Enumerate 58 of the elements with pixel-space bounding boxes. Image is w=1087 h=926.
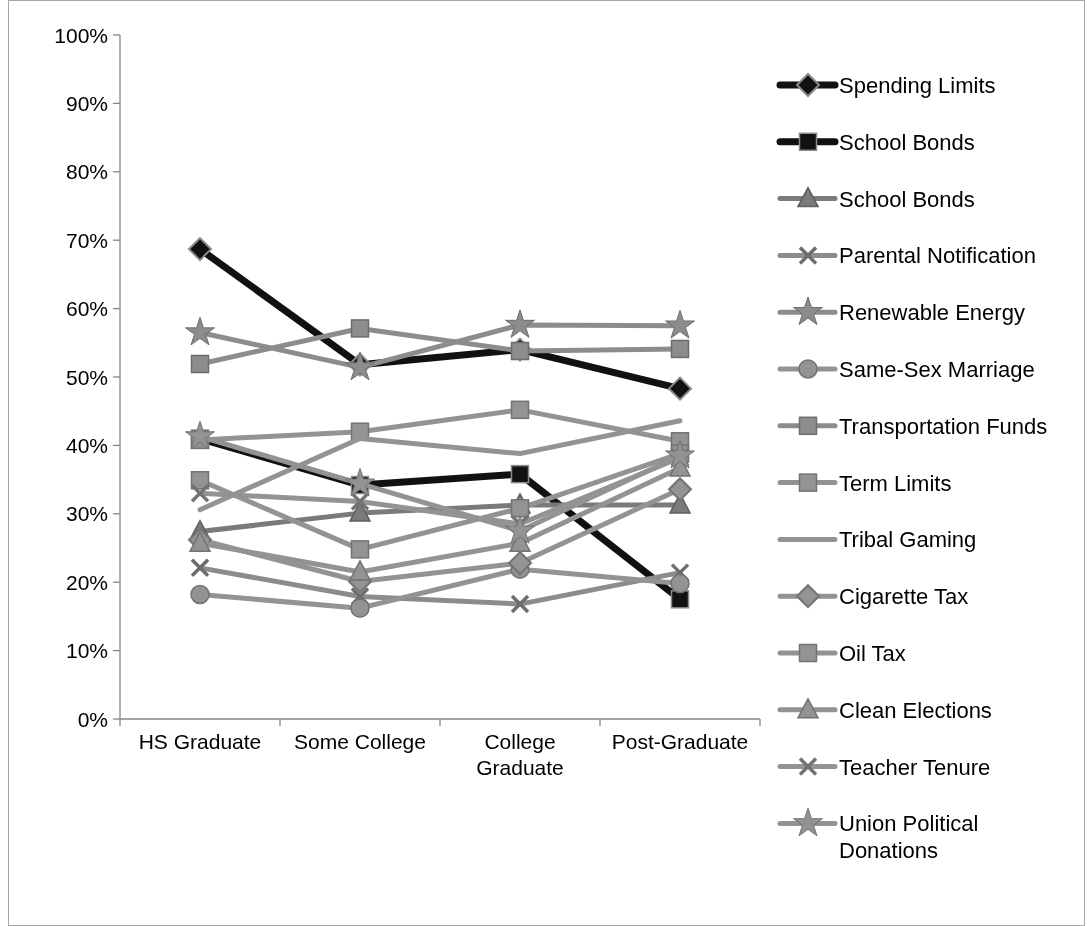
- point: [185, 316, 215, 346]
- y-tick-label: 0%: [77, 707, 108, 731]
- legend-label: Clean Elections: [839, 697, 992, 723]
- point: [350, 491, 370, 512]
- y-tick-label: 50%: [65, 365, 108, 389]
- legend-label: Term Limits: [839, 470, 952, 496]
- point: [190, 354, 210, 374]
- point: [510, 400, 530, 420]
- y-tick-label: 100%: [54, 23, 108, 47]
- legend-label: Oil Tax: [839, 640, 906, 666]
- legend-label: Cigarette Tax: [839, 583, 969, 609]
- y-tick-label: 10%: [65, 639, 108, 663]
- point: [190, 584, 210, 605]
- point: [668, 376, 692, 401]
- legend-label: School Bonds: [839, 186, 975, 212]
- x-tick-label: College Graduate: [476, 729, 564, 779]
- y-tick-label: 40%: [65, 433, 108, 457]
- y-tick-label: 20%: [65, 570, 108, 594]
- y-tick-label: 60%: [65, 297, 108, 321]
- point: [510, 594, 530, 614]
- point: [510, 464, 530, 484]
- point: [350, 586, 370, 607]
- x-tick-label: Post-Graduate: [611, 729, 749, 753]
- point: [505, 309, 535, 338]
- y-tick-label: 30%: [65, 502, 108, 526]
- point: [508, 551, 532, 576]
- point: [668, 477, 692, 502]
- legend-label: Teacher Tenure: [839, 754, 991, 780]
- point: [665, 309, 695, 339]
- x-tick-label: HS Graduate: [138, 729, 262, 753]
- y-tick-label: 70%: [65, 228, 108, 252]
- point: [349, 560, 371, 581]
- legend-label: Renewable Energy: [839, 299, 1025, 325]
- legend-label: School Bonds: [839, 129, 975, 155]
- point: [670, 573, 690, 594]
- point: [350, 540, 370, 559]
- point: [190, 483, 210, 504]
- legend-label: Spending Limits: [839, 72, 996, 98]
- y-tick-label: 90%: [65, 91, 108, 115]
- legend-label: Same-Sex Marriage: [839, 356, 1035, 382]
- point: [345, 467, 375, 497]
- legend-label: Union Political Donations: [839, 810, 979, 863]
- point: [670, 590, 690, 609]
- legend-label: Parental Notification: [839, 242, 1036, 268]
- point: [185, 420, 215, 450]
- point: [190, 558, 210, 578]
- legend-label: Tribal Gaming: [839, 526, 977, 552]
- point: [505, 515, 535, 544]
- point: [350, 319, 370, 338]
- legend-label: Transportation Funds: [839, 413, 1048, 439]
- point: [349, 501, 371, 522]
- point: [510, 499, 530, 518]
- y-tick-label: 80%: [65, 160, 108, 184]
- x-tick-label: Some College: [294, 729, 426, 753]
- point: [665, 439, 695, 469]
- point: [350, 598, 370, 618]
- point: [188, 237, 212, 262]
- point: [670, 339, 690, 359]
